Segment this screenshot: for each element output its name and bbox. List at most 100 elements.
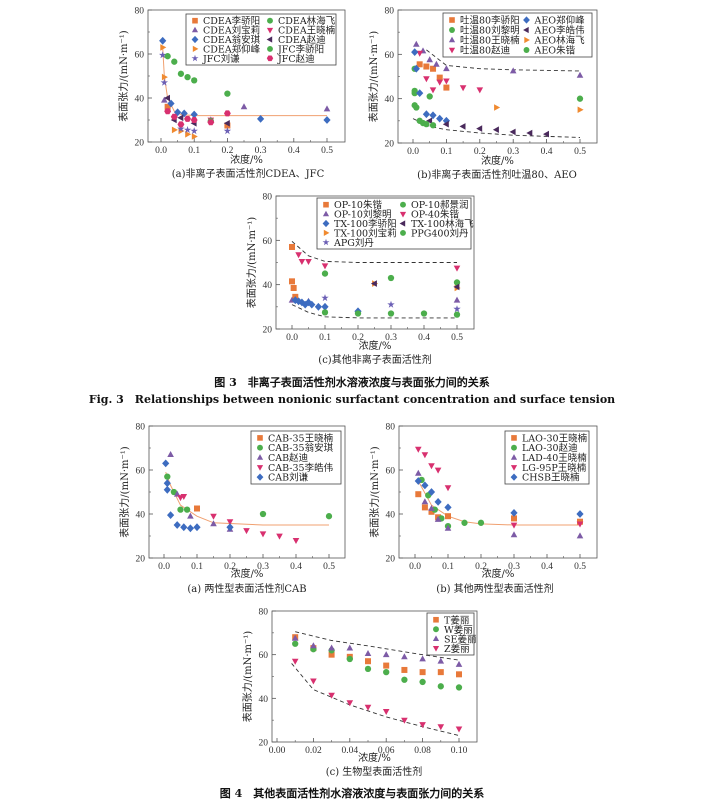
- data-point: [387, 310, 395, 317]
- data-point: [183, 126, 192, 134]
- series-5: [426, 117, 549, 138]
- x-tick-label: 0.1: [442, 562, 454, 572]
- legend-label: 吐温80刘黎明: [460, 25, 520, 37]
- data-point: [576, 95, 584, 102]
- x-axis-label: 浓度/%: [482, 567, 515, 580]
- legend-marker: [266, 55, 274, 62]
- legend-marker: [266, 27, 274, 34]
- legend: 吐温80李骄阳吐温80刘黎明吐温80王晓楠吐温80赵迪AEO郑仰峰AEO李皓伟A…: [442, 12, 593, 58]
- data-point: [164, 473, 171, 480]
- data-point: [364, 704, 372, 711]
- data-point: [177, 114, 184, 122]
- data-point: [459, 85, 467, 92]
- legend-marker: [322, 210, 330, 217]
- legend-label: CDEA翁安琪: [203, 34, 261, 46]
- legend-marker: [322, 219, 330, 228]
- data-point: [164, 53, 171, 60]
- series-6: [295, 252, 461, 272]
- data-point: [576, 521, 584, 528]
- legend-label: SE姜丽: [444, 633, 476, 645]
- data-point: [401, 676, 408, 683]
- x-tick-label: 0.0: [286, 333, 298, 343]
- legend-marker: [191, 35, 199, 44]
- y-tick-label: 60: [385, 51, 395, 61]
- data-point: [226, 519, 234, 526]
- data-point: [510, 522, 518, 529]
- x-tick-label: 0.2: [352, 333, 364, 343]
- x-tick-label: 0.5: [321, 146, 333, 156]
- data-point: [436, 79, 443, 86]
- data-point: [383, 662, 390, 669]
- legend-label: OP-10郝景润: [411, 199, 468, 211]
- data-point: [437, 657, 445, 664]
- chart-caption: (b) 其他两性型表面活性剂: [436, 582, 553, 595]
- legend-marker: [323, 229, 330, 236]
- figure4-title-cn: 图 4 其他表面活性剂水溶液浓度与表面张力间的关系: [220, 786, 484, 800]
- data-point: [455, 660, 463, 667]
- chart-caption: (a) 两性型表面活性剂CAB: [187, 582, 306, 595]
- y-tick-label: 20: [386, 555, 396, 565]
- y-axis-label: 表面张力/(mN·m⁻¹): [241, 631, 254, 722]
- x-tick-label: 0.5: [574, 147, 586, 157]
- data-point: [426, 56, 433, 63]
- legend-label: TX-100林海飞: [411, 218, 474, 230]
- data-point: [346, 644, 354, 651]
- data-point: [370, 280, 377, 287]
- legend-marker: [257, 444, 263, 451]
- x-tick-label: 0.2: [221, 146, 233, 156]
- data-point: [443, 84, 450, 91]
- data-point: [382, 709, 390, 715]
- data-point: [428, 504, 435, 511]
- data-point: [171, 126, 178, 134]
- data-point: [187, 512, 194, 519]
- data-point: [164, 103, 171, 110]
- data-point: [429, 111, 437, 120]
- data-point: [459, 123, 466, 130]
- data-point: [423, 63, 430, 70]
- data-point: [170, 113, 178, 120]
- legend-label: CDEA李骄阳: [203, 15, 260, 27]
- legend-marker: [510, 473, 518, 481]
- data-point: [433, 60, 440, 67]
- x-tick-label: 0.1: [440, 147, 452, 157]
- data-point: [461, 519, 468, 526]
- data-point: [295, 252, 302, 259]
- data-point: [186, 524, 194, 533]
- data-point: [387, 274, 395, 282]
- legend-label: CAB-35王晓楠: [268, 432, 334, 444]
- data-point: [314, 302, 322, 311]
- chart-4: 20 40 60 80 0.0 0.1 0.2 0.3 0.4 0.5 浓度/% 表面张力/(mN·m…: [368, 423, 598, 595]
- data-point: [226, 523, 234, 532]
- x-tick-label: 0.3: [385, 333, 397, 343]
- legend-label: Z姜丽: [444, 643, 470, 655]
- data-point: [401, 666, 408, 673]
- data-point: [510, 531, 518, 538]
- legend-marker: [267, 45, 273, 52]
- legend-label: 吐温80赵迪: [460, 45, 511, 57]
- figure3-title-en: Fig. 3 Relationships between nonionic su…: [89, 393, 615, 406]
- data-point: [194, 505, 200, 512]
- series-0: [416, 61, 450, 91]
- data-point: [210, 513, 217, 520]
- legend-marker: [432, 635, 440, 641]
- y-tick-label: 60: [136, 467, 146, 477]
- data-point: [419, 722, 426, 729]
- data-point: [431, 506, 438, 513]
- data-point: [434, 515, 442, 522]
- data-point: [259, 510, 267, 518]
- y-tick-label: 40: [136, 511, 146, 521]
- fit-line-0: [426, 49, 581, 72]
- data-point: [161, 96, 168, 103]
- legend-label: CAB-35翁安琪: [268, 442, 334, 454]
- legend-label: LAO-30王晓楠: [522, 432, 588, 444]
- data-point: [576, 510, 584, 518]
- y-tick-label: 60: [263, 237, 273, 247]
- data-point: [160, 44, 167, 51]
- x-tick-label: 0.04: [341, 746, 358, 756]
- legend-marker: [510, 454, 518, 460]
- fit-line-0: [291, 241, 457, 263]
- data-point: [171, 58, 178, 65]
